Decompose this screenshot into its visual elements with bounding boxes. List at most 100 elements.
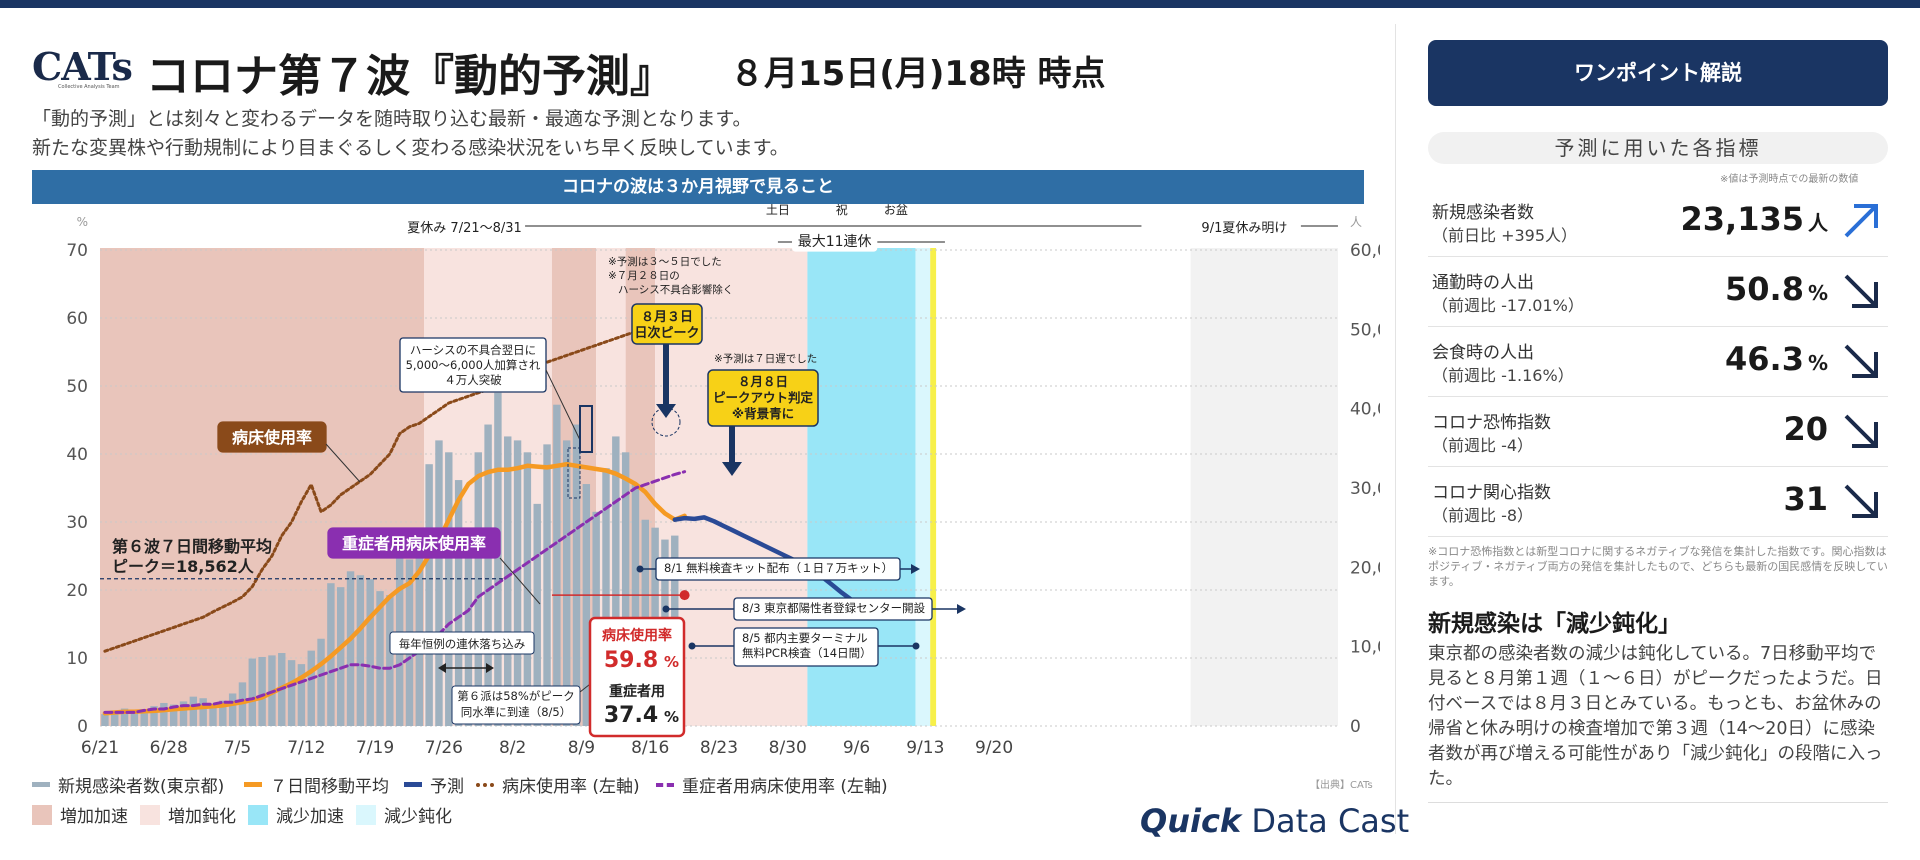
bar-new-cases — [533, 503, 541, 726]
bar-new-cases — [415, 535, 424, 726]
x-tick: 6/28 — [150, 738, 188, 758]
bar-new-cases — [248, 658, 256, 726]
legend-label: 新規感染者数(東京都) — [58, 777, 225, 797]
holiday-drop-label: 毎年恒例の連休落ち込み — [399, 637, 526, 651]
legend-label: 減少鈍化 — [384, 807, 452, 827]
indicator-name: 通勤時の人出 — [1432, 273, 1534, 293]
arrow-down-right-icon — [1844, 274, 1878, 308]
page-title: コロナ第７波『動的予測』 — [146, 51, 674, 102]
summer-label: 夏休み 7/21〜8/31 — [407, 221, 522, 236]
legend-dec-fast: 減少加速 — [248, 802, 344, 827]
bar-new-cases — [219, 700, 227, 726]
bar-new-cases — [484, 424, 492, 726]
indicator-number: 46.3 — [1725, 340, 1804, 378]
top-bar — [0, 0, 1920, 8]
bar-new-cases — [189, 696, 198, 726]
brand-rest: Data Cast — [1241, 802, 1410, 840]
chart-banner: コロナの波は３か月視野で見ること — [32, 170, 1364, 204]
x-tick: 9/13 — [906, 738, 944, 758]
bar-new-cases — [209, 703, 217, 726]
bar-new-cases — [621, 452, 630, 726]
bar-new-cases — [258, 656, 266, 726]
bar-new-cases — [474, 452, 482, 726]
y-right-tick: 20,000 — [1350, 558, 1380, 578]
indicator-value: 46.3% — [1725, 340, 1828, 378]
bar-new-cases — [376, 591, 384, 726]
summer-label-box — [404, 216, 526, 236]
x-tick: 7/26 — [425, 738, 463, 758]
y-right-tick: 10,000 — [1350, 638, 1380, 658]
event-pcr-dot — [688, 642, 696, 650]
x-tick: 8/16 — [631, 738, 669, 758]
bar-new-cases — [543, 444, 551, 726]
event-test-kits-box — [655, 557, 901, 581]
y-left-tick: 0 — [77, 717, 88, 737]
hersys-box — [399, 337, 547, 393]
note-hersys-line: ※７月２８日の — [608, 270, 680, 282]
bar-new-cases — [366, 579, 374, 726]
phase-band-incFast — [100, 248, 425, 726]
severe-label-pointer — [499, 557, 541, 605]
indicator-interest-index: コロナ関心指数 （前週比 -8） 31 — [1428, 466, 1888, 537]
bar-new-cases — [356, 575, 365, 726]
bar-new-cases — [386, 595, 394, 726]
hersys-pointer — [545, 369, 581, 441]
bar-new-cases — [228, 693, 237, 726]
legend-swatch-severe — [656, 782, 674, 787]
bar-new-cases — [513, 440, 522, 726]
bar-new-cases — [494, 392, 502, 726]
bar-new-cases — [179, 701, 188, 726]
legend-label: 重症者用病床使用率 (左軸) — [682, 777, 888, 797]
summer-end-label: 9/1夏休み明け — [1201, 221, 1287, 236]
hersys-highlight — [579, 405, 593, 453]
weekend-label: 土日 — [766, 204, 790, 217]
y-left-tick: 10 — [66, 649, 88, 669]
y-right-tick: 30,000 — [1350, 479, 1380, 499]
legend-bars: 新規感染者数(東京都) — [32, 772, 224, 797]
phase-band-decSlow — [915, 248, 931, 726]
covid-chart: 0 10 20 30 40 50 60 70 0 10,000 20,000 30,000 40,000… — [66, 204, 1380, 758]
bar-new-cases — [582, 484, 591, 726]
hersys-dashed-box — [567, 447, 581, 499]
holiday-drop-head-left — [438, 663, 446, 673]
legend-label: ７日間移動平均 — [270, 777, 389, 797]
longest-label: 最大11連休 — [798, 234, 872, 250]
brand-quick: Quick — [1140, 802, 1242, 840]
x-tick: 7/19 — [356, 738, 394, 758]
indicator-change: （前週比 -4） — [1432, 436, 1534, 455]
bar-new-cases — [317, 638, 325, 726]
indicator-name: 新規感染者数 — [1432, 203, 1534, 223]
legend-dec-slow: 減少鈍化 — [356, 802, 452, 827]
legend-label: 増加加速 — [60, 807, 128, 827]
event-registration-center-label: 8/3 東京都陽性者登録センター開設 — [742, 601, 926, 615]
event-test-kits-label: 8/1 無料検査キット配布（１日７万キット） — [664, 561, 893, 575]
cats-logo: CATs — [32, 44, 133, 89]
peak-label-line: 日次ピーク — [634, 325, 699, 341]
one-point-button[interactable]: ワンポイント解説 — [1428, 40, 1888, 106]
event-registration-center-dot — [662, 605, 670, 613]
bar-new-cases — [612, 436, 620, 726]
indicator-value: 23,135 人 — [1681, 200, 1828, 238]
x-tick: 7/5 — [224, 738, 251, 758]
bar-new-cases — [120, 708, 129, 726]
as-of-date: ８月15日(月)18時 時点 — [730, 54, 1106, 94]
hersys-line: 5,000〜6,000人加算され — [406, 358, 541, 372]
hersys-line: ハーシスの不具合翌日に — [410, 343, 536, 357]
bar-new-cases — [553, 404, 561, 726]
peak-label-line: ８月３日 — [641, 310, 693, 325]
legend-swatch-ma7 — [244, 782, 262, 787]
obon-band — [930, 248, 937, 726]
x-tick: 6/21 — [81, 738, 119, 758]
bar-new-cases — [130, 712, 139, 726]
y-left-tick: 20 — [66, 581, 88, 601]
legend-ma7: ７日間移動平均 — [244, 772, 389, 797]
x-tick: 9/6 — [843, 738, 870, 758]
bar-new-cases — [346, 571, 355, 726]
wave6-58-line: 同水準に到達（8/5） — [461, 705, 572, 719]
bed-label-pointer — [325, 443, 361, 483]
bar-new-cases — [602, 468, 610, 726]
indicator-value: 31 — [1783, 480, 1828, 518]
bar-new-cases — [562, 440, 571, 726]
legend-label: 減少加速 — [276, 807, 344, 827]
indicator-name: コロナ関心指数 — [1432, 483, 1551, 503]
